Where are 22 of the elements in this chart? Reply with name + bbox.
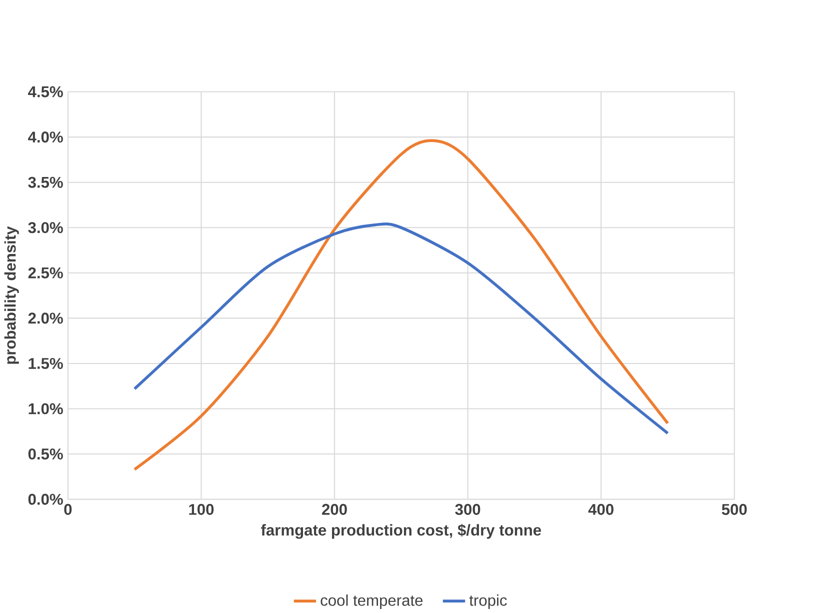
y-tick-label: 1.5% xyxy=(28,358,63,370)
y-tick-label: 3.5% xyxy=(28,176,63,188)
y-tick-label: 0.5% xyxy=(28,448,63,460)
legend-label: tropic xyxy=(469,594,507,610)
y-tick-label: 2.0% xyxy=(28,312,63,324)
x-tick-label: 300 xyxy=(455,504,480,516)
x-tick-label: 500 xyxy=(722,504,747,515)
line-series xyxy=(133,222,670,435)
y-tick-label: 4.5% xyxy=(28,86,63,98)
x-axis-title: farmgate production cost, $/dry tonne xyxy=(261,524,542,539)
y-axis-title: probability density xyxy=(4,226,19,364)
y-tick-label: 4.0% xyxy=(28,132,63,143)
x-tick-label: 400 xyxy=(588,504,614,515)
legend-label: cool temperate xyxy=(320,594,423,610)
y-tick-label: 2.5% xyxy=(28,267,63,278)
x-tick-label: 0 xyxy=(64,504,72,515)
x-tick-label: 200 xyxy=(322,504,347,515)
y-tick-label: 3.0% xyxy=(28,222,63,234)
y-tick-label: 1.0% xyxy=(28,403,63,414)
line-series xyxy=(133,139,670,471)
y-tick-label: 0.0% xyxy=(28,494,63,505)
x-tick-label: 100 xyxy=(189,504,214,515)
